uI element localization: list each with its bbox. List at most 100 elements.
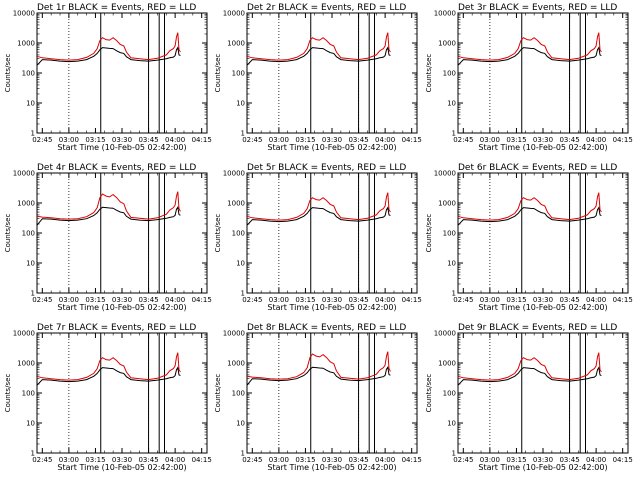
y-tick-label: 1000 <box>438 360 456 368</box>
events-series-line <box>457 366 602 386</box>
y-tick-label: 1000 <box>17 360 35 368</box>
x-axis-label: Start Time (10-Feb-05 02:42:00) <box>478 143 607 152</box>
panel-det-9: Det 9r BLACK = Events, RED = LLD 1 10 100 10… <box>425 323 633 472</box>
x-tick-label: 03:45 <box>559 456 579 464</box>
y-axis-label: Counts/sec <box>425 54 433 93</box>
panel-det-3: Det 3r BLACK = Events, RED = LLD 1 10 100 10… <box>425 3 633 152</box>
panel-title: Det 4r BLACK = Events, RED = LLD <box>37 163 196 173</box>
x-tick-label: 04:00 <box>165 136 185 144</box>
y-tick-label: 100 <box>22 70 35 78</box>
x-tick-label: 03:30 <box>322 136 342 144</box>
lld-series-line <box>246 192 391 221</box>
y-axis-label: Counts/sec <box>4 54 12 93</box>
x-tick-label: 03:30 <box>533 136 553 144</box>
x-tick-label: 02:45 <box>242 136 262 144</box>
x-tick-label: 04:15 <box>402 456 422 464</box>
x-tick-label: 04:15 <box>192 456 212 464</box>
x-axis-label: Start Time (10-Feb-05 02:42:00) <box>267 143 396 152</box>
plot-frame <box>246 12 418 134</box>
events-series-line <box>246 365 391 386</box>
x-tick-label: 04:15 <box>613 296 633 304</box>
y-tick-label: 100 <box>443 390 456 398</box>
panel-title: Det 8r BLACK = Events, RED = LLD <box>247 323 406 333</box>
x-tick-label: 02:45 <box>453 136 473 144</box>
x-tick-label: 03:45 <box>348 456 368 464</box>
x-tick-label: 04:00 <box>165 296 185 304</box>
y-axis-label: Counts/sec <box>425 214 433 253</box>
y-tick-label: 1000 <box>227 360 245 368</box>
x-axis-label: Start Time (10-Feb-05 02:42:00) <box>478 303 607 312</box>
y-tick-label: 10000 <box>223 170 245 178</box>
panel-title: Det 3r BLACK = Events, RED = LLD <box>458 3 617 13</box>
x-tick-label: 03:00 <box>480 136 500 144</box>
y-tick-label: 100 <box>443 230 456 238</box>
y-tick-label: 10000 <box>434 170 456 178</box>
x-axis-label: Start Time (10-Feb-05 02:42:00) <box>267 303 396 312</box>
y-tick-label: 1000 <box>227 40 245 48</box>
x-tick-label: 03:30 <box>533 456 553 464</box>
events-series-line <box>36 46 181 66</box>
panel-det-6: Det 6r BLACK = Events, RED = LLD 1 10 100 10… <box>425 163 633 312</box>
y-tick-label: 10 <box>236 420 245 428</box>
lld-series-line <box>246 32 391 61</box>
x-tick-label: 02:45 <box>32 456 52 464</box>
panel-title: Det 1r BLACK = Events, RED = LLD <box>37 3 196 13</box>
x-tick-label: 02:45 <box>242 296 262 304</box>
x-tick-label: 03:15 <box>506 136 526 144</box>
x-tick-label: 03:15 <box>295 296 315 304</box>
panel-det-4: Det 4r BLACK = Events, RED = LLD 1 10 100 10… <box>4 163 212 312</box>
y-tick-label: 100 <box>232 230 245 238</box>
y-tick-label: 1 <box>31 130 35 138</box>
x-axis-label: Start Time (10-Feb-05 02:42:00) <box>478 463 607 472</box>
lld-series-line <box>36 352 181 381</box>
x-tick-label: 03:15 <box>295 456 315 464</box>
x-tick-label: 03:00 <box>480 456 500 464</box>
plot-frame <box>457 12 629 134</box>
y-tick-label: 10000 <box>13 330 35 338</box>
y-axis-label: Counts/sec <box>4 214 12 253</box>
panel-title: Det 7r BLACK = Events, RED = LLD <box>37 323 196 333</box>
x-tick-label: 04:15 <box>192 136 212 144</box>
x-tick-label: 02:45 <box>32 296 52 304</box>
y-tick-label: 1 <box>452 130 456 138</box>
x-tick-label: 03:45 <box>348 296 368 304</box>
y-tick-label: 10000 <box>13 170 35 178</box>
y-tick-label: 100 <box>232 390 245 398</box>
x-tick-label: 04:00 <box>375 296 395 304</box>
events-series-line <box>36 205 181 226</box>
y-tick-label: 10000 <box>223 10 245 18</box>
x-tick-label: 03:00 <box>269 136 289 144</box>
x-tick-label: 04:00 <box>586 296 606 304</box>
panel-title: Det 6r BLACK = Events, RED = LLD <box>458 163 617 173</box>
y-tick-label: 10000 <box>434 330 456 338</box>
y-tick-label: 10000 <box>13 10 35 18</box>
y-tick-label: 1 <box>452 450 456 458</box>
x-tick-label: 03:30 <box>533 296 553 304</box>
x-tick-label: 03:45 <box>138 296 158 304</box>
panel-det-8: Det 8r BLACK = Events, RED = LLD 1 10 100 10… <box>214 323 422 472</box>
x-tick-label: 04:00 <box>586 456 606 464</box>
y-axis-label: Counts/sec <box>214 54 222 93</box>
y-tick-label: 1000 <box>17 200 35 208</box>
events-series-line <box>246 206 391 226</box>
x-tick-label: 04:00 <box>165 456 185 464</box>
x-tick-label: 03:45 <box>559 136 579 144</box>
x-tick-label: 03:45 <box>348 136 368 144</box>
panel-title: Det 2r BLACK = Events, RED = LLD <box>247 3 406 13</box>
y-tick-label: 100 <box>22 390 35 398</box>
y-axis-label: Counts/sec <box>214 214 222 253</box>
y-tick-label: 10 <box>236 260 245 268</box>
y-tick-label: 100 <box>22 230 35 238</box>
x-tick-label: 03:00 <box>59 296 79 304</box>
plot-frame <box>246 172 418 294</box>
events-series-line <box>457 206 602 226</box>
x-tick-label: 03:00 <box>59 136 79 144</box>
x-tick-label: 03:45 <box>559 296 579 304</box>
y-tick-label: 1 <box>241 450 245 458</box>
x-tick-label: 03:00 <box>269 456 289 464</box>
y-tick-label: 1000 <box>438 200 456 208</box>
panel-det-1: Det 1r BLACK = Events, RED = LLD 1 10 100 10… <box>4 3 212 152</box>
y-tick-label: 1 <box>31 450 35 458</box>
x-axis-label: Start Time (10-Feb-05 02:42:00) <box>57 303 186 312</box>
plot-frame <box>36 332 208 454</box>
